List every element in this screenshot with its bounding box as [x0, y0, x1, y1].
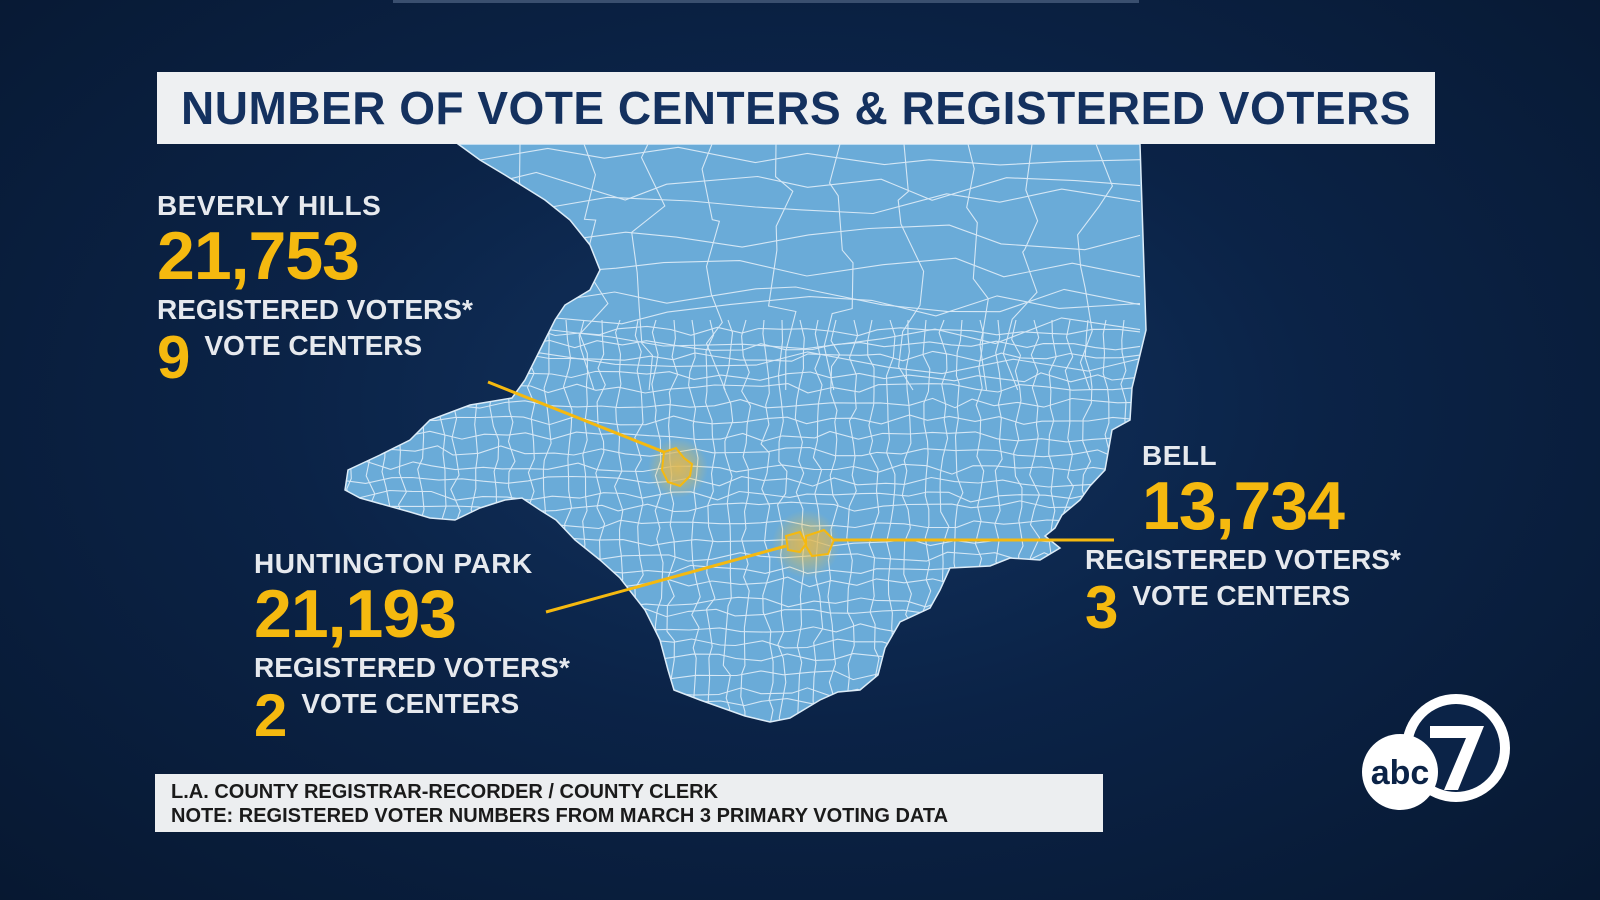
district-boundary: [479, 224, 1141, 251]
registered-voters-label: REGISTERED VOTERS*: [254, 652, 570, 683]
logo-brand-text: abc: [1371, 754, 1430, 792]
bell-highlight: [805, 528, 836, 558]
district-boundary: [479, 171, 1141, 201]
source-line: L.A. COUNTY REGISTRAR-RECORDER / COUNTY …: [171, 781, 719, 803]
district-boundary: [688, 319, 701, 722]
vote-centers-row: 2 VOTE CENTERS: [254, 686, 570, 746]
district-boundary: [1002, 144, 1039, 391]
vote-centers-count: 9: [157, 324, 191, 391]
district-boundary: [740, 319, 752, 722]
beverly-hills-stat: BEVERLY HILLS 21,753 REGISTERED VOTERS* …: [157, 190, 473, 388]
city-name: BELL: [1142, 440, 1218, 471]
district-boundary: [345, 500, 1141, 515]
district-boundary: [345, 414, 1141, 426]
district-boundary: [345, 445, 1141, 459]
source-note: L.A. COUNTY REGISTRAR-RECORDER / COUNTY …: [155, 774, 1103, 832]
beverly-hills-leader: [487, 380, 665, 454]
vote-centers-label: VOTE CENTERS: [301, 688, 520, 719]
district-boundary: [867, 319, 880, 722]
beverly-hills-highlight: [660, 446, 694, 488]
district-boundary: [846, 319, 859, 722]
bell-stat: BELL 13,734 REGISTERED VOTERS* 3 VOTE CE…: [1085, 440, 1401, 638]
district-boundary: [479, 188, 1141, 215]
abc7-logo-icon: abc: [1362, 694, 1510, 810]
huntington-park-stat: HUNTINGTON PARK 21,193 REGISTERED VOTERS…: [254, 548, 570, 746]
district-boundary: [966, 144, 989, 391]
registered-voters-label: REGISTERED VOTERS*: [157, 294, 473, 325]
vote-centers-row: 9 VOTE CENTERS: [157, 328, 473, 388]
district-boundary: [760, 319, 774, 722]
registered-voters-count: 21,193: [254, 576, 457, 652]
vote-centers-label: VOTE CENTERS: [1132, 580, 1351, 611]
district-boundary: [701, 144, 726, 391]
city-name: BEVERLY HILLS: [157, 190, 382, 221]
district-boundary: [631, 144, 666, 391]
district-boundary: [479, 286, 1141, 313]
district-boundary: [345, 430, 1141, 443]
vote-centers-label: VOTE CENTERS: [204, 330, 423, 361]
district-boundary: [1077, 144, 1114, 391]
district-boundary: [722, 319, 734, 722]
city-name: HUNTINGTON PARK: [254, 548, 533, 579]
district-boundary: [479, 146, 1141, 166]
huntington-park-highlight: [784, 530, 808, 554]
vote-centers-row: 3 VOTE CENTERS: [1085, 578, 1401, 638]
note-line: NOTE: REGISTERED VOTER NUMBERS FROM MARC…: [171, 805, 949, 827]
registered-voters-count: 13,734: [1142, 468, 1345, 544]
district-boundary: [705, 319, 716, 722]
vote-centers-count: 2: [254, 682, 288, 749]
district-boundary: [767, 144, 797, 391]
district-boundary: [345, 459, 1141, 475]
vote-centers-count: 3: [1085, 574, 1119, 641]
district-boundary: [345, 397, 1141, 409]
title-banner: NUMBER OF VOTE CENTERS & REGISTERED VOTE…: [157, 72, 1435, 144]
district-boundary: [666, 319, 679, 722]
district-boundary: [897, 144, 925, 391]
registered-voters-count: 21,753: [157, 218, 360, 294]
district-boundary: [479, 351, 1141, 375]
district-boundary: [823, 144, 854, 391]
top-rule: [393, 0, 1139, 3]
page-title: NUMBER OF VOTE CENTERS & REGISTERED VOTE…: [181, 82, 1411, 134]
registered-voters-label: REGISTERED VOTERS*: [1085, 544, 1401, 575]
huntington-park-leader: [545, 544, 787, 614]
